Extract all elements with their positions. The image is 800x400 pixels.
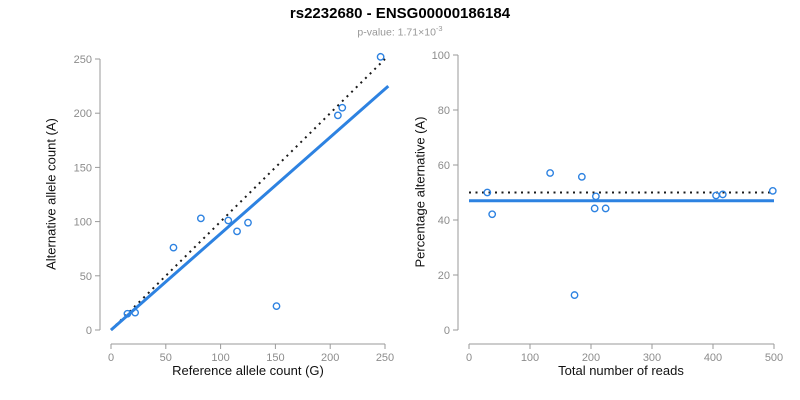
y-tick-label: 200 bbox=[74, 108, 92, 120]
data-point bbox=[488, 210, 497, 219]
y-tick-label: 250 bbox=[74, 54, 92, 66]
right-yaxis-label: Percentage alternative (A) bbox=[412, 116, 428, 268]
left-scatter-plot: 0 50 100 150 200 250 0 50 100 150 200 250 bbox=[74, 52, 394, 364]
y-tick-label: 50 bbox=[80, 271, 92, 283]
y-tick-label: 80 bbox=[438, 105, 450, 117]
data-point bbox=[376, 52, 385, 61]
left-xaxis-label: Reference allele count (G) bbox=[172, 363, 324, 378]
x-tick-label: 200 bbox=[321, 352, 339, 364]
y-tick-label: 100 bbox=[74, 217, 92, 229]
data-point bbox=[483, 188, 492, 197]
x-tick-label: 150 bbox=[266, 352, 284, 364]
x-tick-label: 100 bbox=[521, 352, 539, 364]
x-tick-label: 0 bbox=[108, 352, 114, 364]
x-tick-label: 250 bbox=[376, 352, 394, 364]
y-tick-label: 0 bbox=[86, 325, 92, 337]
y-tick-label: 40 bbox=[438, 215, 450, 227]
data-point bbox=[570, 291, 579, 299]
data-point bbox=[224, 216, 233, 225]
x-tick-label: 300 bbox=[643, 352, 661, 364]
pvalue-exponent: -3 bbox=[435, 24, 443, 33]
data-point bbox=[768, 186, 777, 195]
data-point bbox=[601, 204, 610, 213]
x-tick-label: 200 bbox=[582, 352, 600, 364]
x-tick-label: 0 bbox=[466, 352, 472, 364]
y-tick-label: 20 bbox=[438, 270, 450, 282]
right-xaxis-label: Total number of reads bbox=[558, 363, 684, 378]
y-tick-label: 0 bbox=[444, 325, 450, 337]
data-point bbox=[131, 308, 140, 317]
y-tick-label: 60 bbox=[438, 160, 450, 172]
left-yaxis-label: Alternative allele count (A) bbox=[43, 118, 59, 270]
right-scatter-plot: 0 20 40 60 80 100 0 100 200 300 400 500 bbox=[432, 50, 784, 364]
x-tick-label: 50 bbox=[160, 352, 172, 364]
data-point bbox=[244, 218, 252, 227]
plot-subtitle: p-value: 1.71×10-3 bbox=[357, 24, 442, 39]
data-point bbox=[577, 172, 586, 181]
data-point bbox=[546, 169, 555, 177]
fit-line bbox=[110, 84, 390, 332]
data-point bbox=[196, 214, 205, 223]
data-point bbox=[233, 227, 241, 236]
data-point bbox=[718, 190, 727, 199]
identity-line bbox=[110, 58, 386, 331]
plot-title: rs2232680 - ENSG00000186184 bbox=[289, 5, 511, 22]
y-tick-label: 100 bbox=[432, 50, 450, 62]
x-tick-label: 100 bbox=[211, 352, 229, 364]
data-point bbox=[338, 103, 347, 112]
x-tick-label: 400 bbox=[704, 352, 722, 364]
data-point bbox=[591, 192, 600, 201]
x-tick-label: 500 bbox=[765, 352, 783, 364]
data-point bbox=[272, 302, 281, 311]
data-point bbox=[333, 111, 342, 120]
data-point bbox=[123, 309, 132, 318]
y-tick-label: 150 bbox=[74, 162, 92, 174]
pvalue-text: p-value: 1.71×10 bbox=[357, 26, 436, 39]
data-point bbox=[169, 243, 178, 252]
data-point bbox=[590, 204, 599, 213]
